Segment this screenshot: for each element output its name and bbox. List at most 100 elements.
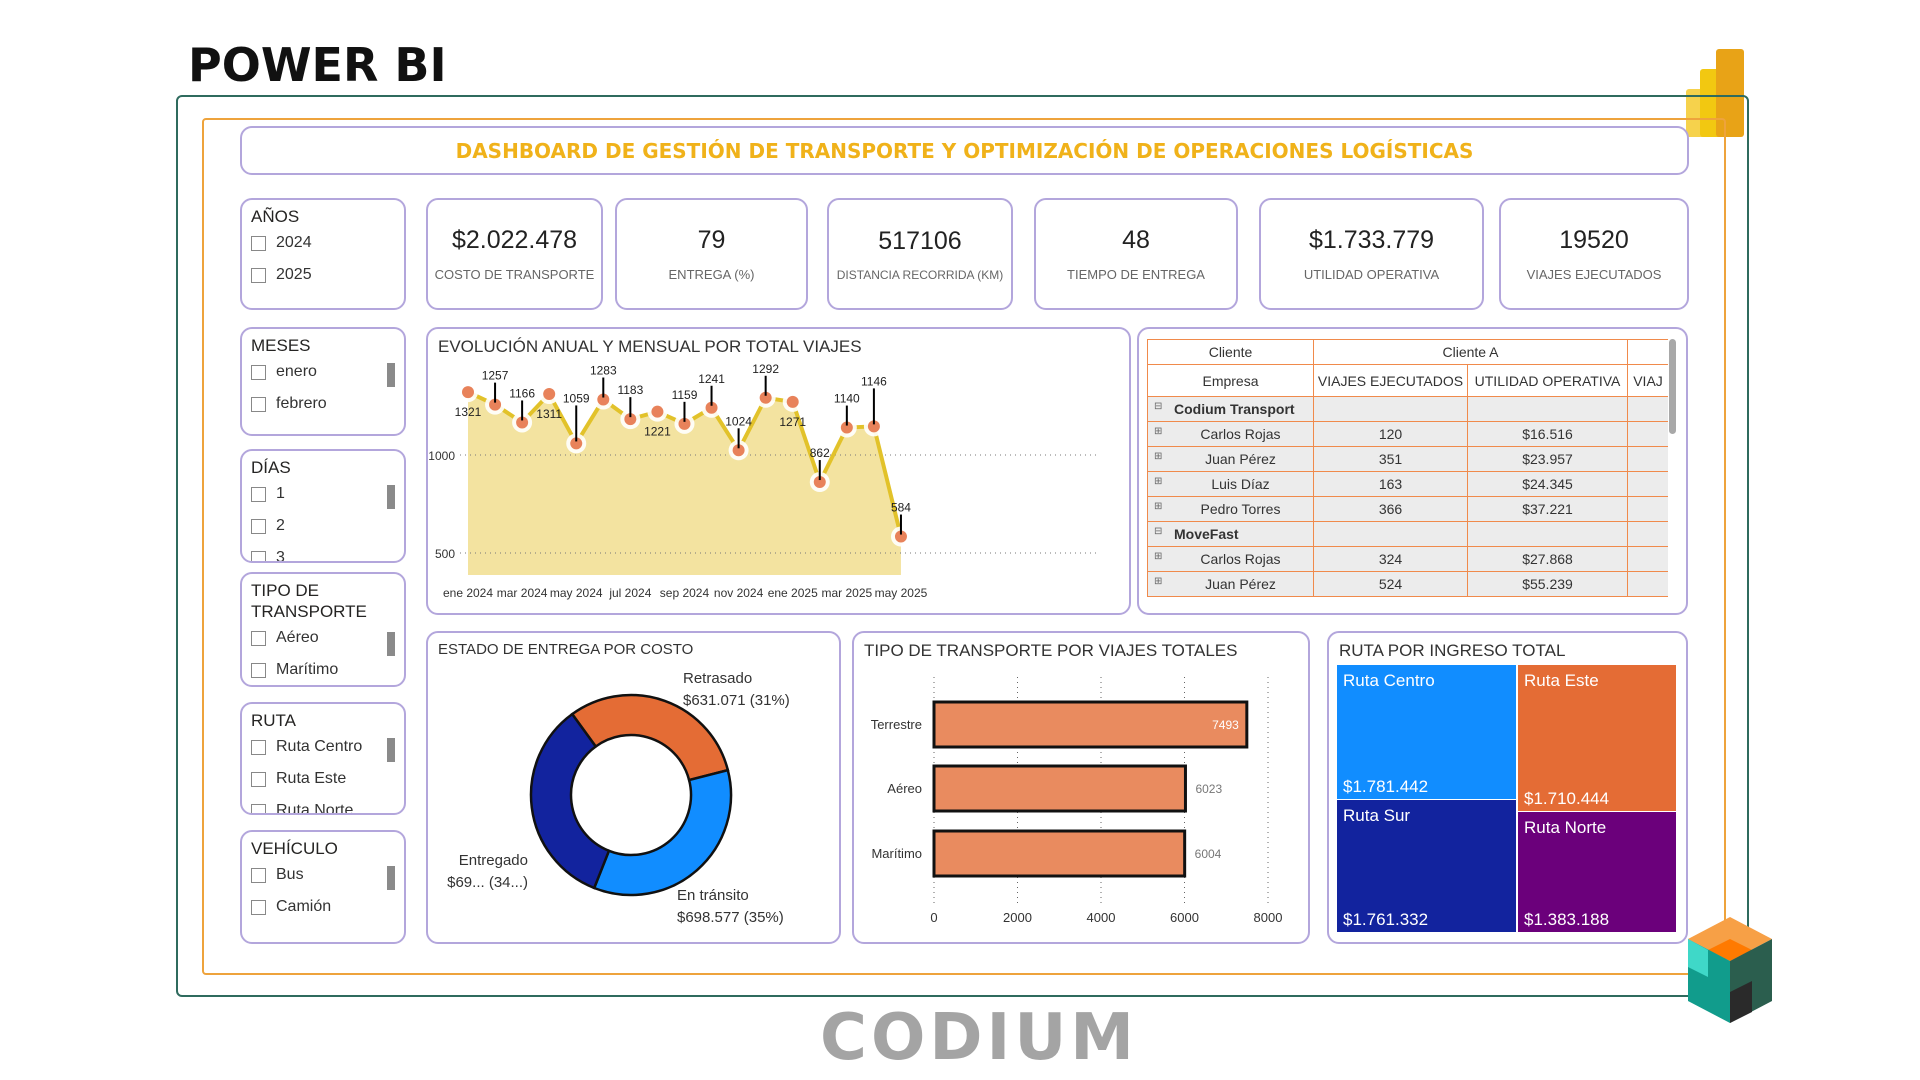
cell bbox=[1627, 496, 1668, 522]
collapse-icon[interactable]: ⊟ bbox=[1154, 526, 1163, 537]
collapse-icon[interactable]: ⊟ bbox=[1154, 401, 1163, 412]
slicer-option[interactable]: 3 bbox=[251, 542, 395, 561]
data-point[interactable] bbox=[489, 398, 502, 411]
treemap-tile[interactable]: Ruta Sur $1.761.332 bbox=[1337, 800, 1516, 932]
checkbox[interactable] bbox=[251, 803, 266, 813]
checkbox[interactable] bbox=[251, 364, 266, 380]
slicer-scrollbar[interactable] bbox=[387, 738, 395, 762]
column-header[interactable]: VIAJ bbox=[1627, 364, 1668, 397]
expand-icon[interactable]: ⊞ bbox=[1154, 426, 1163, 437]
cell bbox=[1627, 571, 1668, 597]
data-point[interactable] bbox=[597, 393, 610, 406]
expand-icon[interactable]: ⊞ bbox=[1154, 476, 1163, 487]
slicer-option-label: Ruta Centro bbox=[276, 738, 363, 755]
y-tick-label: 1000 bbox=[428, 449, 455, 463]
slicer-scrollbar[interactable] bbox=[387, 363, 395, 387]
kpi-value: 19520 bbox=[1559, 226, 1629, 254]
data-point[interactable] bbox=[624, 413, 637, 426]
expand-icon[interactable]: ⊞ bbox=[1154, 551, 1163, 562]
donut-card: ESTADO DE ENTREGA POR COSTO bbox=[426, 631, 841, 944]
data-point[interactable] bbox=[543, 388, 556, 401]
checkbox[interactable] bbox=[251, 867, 266, 883]
row-label: Carlos Rojas bbox=[1200, 551, 1281, 567]
data-point[interactable] bbox=[678, 417, 691, 430]
row-label: Juan Pérez bbox=[1205, 451, 1276, 467]
slicer-scrollbar[interactable] bbox=[387, 632, 395, 656]
checkbox[interactable] bbox=[251, 771, 266, 787]
donut-slice[interactable] bbox=[570, 693, 730, 782]
checkbox[interactable] bbox=[251, 550, 266, 561]
data-point[interactable] bbox=[570, 437, 583, 450]
tile-value: $1.761.332 bbox=[1343, 910, 1429, 929]
checkbox[interactable] bbox=[251, 518, 266, 534]
slicer-scrollbar[interactable] bbox=[387, 485, 395, 509]
data-label: 1024 bbox=[725, 414, 752, 428]
cell-utilidad: $24.345 bbox=[1466, 471, 1629, 497]
slicer-option[interactable]: Bus bbox=[251, 859, 395, 891]
treemap-tile[interactable]: Ruta Centro $1.781.442 bbox=[1337, 665, 1516, 799]
checkbox[interactable] bbox=[251, 739, 266, 755]
kpi-label: ENTREGA (%) bbox=[668, 267, 755, 282]
data-point[interactable] bbox=[894, 530, 907, 543]
checkbox[interactable] bbox=[251, 662, 266, 678]
column-header[interactable]: VIAJES EJECUTADOS bbox=[1313, 364, 1468, 397]
matrix-scrollbar[interactable] bbox=[1669, 339, 1676, 434]
donut-slice[interactable] bbox=[592, 768, 733, 897]
data-point[interactable] bbox=[732, 444, 745, 457]
bar-title: TIPO DE TRANSPORTE POR VIAJES TOTALES bbox=[864, 641, 1238, 660]
data-label: 1166 bbox=[509, 386, 535, 400]
slicer-option[interactable]: Camión bbox=[251, 891, 395, 923]
bar[interactable] bbox=[932, 829, 1187, 878]
slicer-option[interactable]: 2025 bbox=[251, 259, 395, 291]
data-point[interactable] bbox=[651, 405, 664, 418]
slicer-option[interactable]: Marítimo bbox=[251, 654, 395, 685]
slicer-option-label: Camión bbox=[276, 898, 332, 915]
table-row: ⊞ Juan Pérez 351 $23.957 bbox=[1147, 446, 1668, 472]
slicer-scrollbar[interactable] bbox=[387, 866, 395, 890]
data-point[interactable] bbox=[462, 386, 474, 399]
slicer-option[interactable]: 2 bbox=[251, 510, 395, 542]
column-header[interactable]: UTILIDAD OPERATIVA bbox=[1466, 364, 1629, 397]
row-header: ⊟ MoveFast bbox=[1147, 521, 1314, 547]
row-label: Luis Díaz bbox=[1211, 476, 1270, 492]
slicer-option[interactable]: Ruta Norte bbox=[251, 795, 395, 813]
checkbox[interactable] bbox=[251, 235, 266, 251]
column-header[interactable]: Empresa bbox=[1147, 364, 1314, 397]
cell-viajes: 366 bbox=[1313, 496, 1468, 522]
slicer-option[interactable]: febrero bbox=[251, 388, 395, 420]
checkbox[interactable] bbox=[251, 486, 266, 502]
slicer-option[interactable]: 2024 bbox=[251, 227, 395, 259]
app-title: POWER BI bbox=[188, 38, 447, 92]
checkbox[interactable] bbox=[251, 899, 266, 915]
slicer-option[interactable]: Aéreo bbox=[251, 622, 395, 654]
slicer-title: DÍAS bbox=[251, 458, 291, 477]
slicer-title: RUTA bbox=[251, 711, 297, 730]
cell-viajes: 524 bbox=[1313, 571, 1468, 597]
checkbox[interactable] bbox=[251, 630, 266, 646]
data-label: 1283 bbox=[590, 364, 617, 378]
slicer-option[interactable]: 1 bbox=[251, 478, 395, 510]
slice-name: Retrasado bbox=[683, 670, 752, 687]
data-point[interactable] bbox=[867, 420, 880, 433]
bar[interactable] bbox=[932, 700, 1249, 749]
bar[interactable] bbox=[932, 764, 1187, 813]
data-point[interactable] bbox=[759, 391, 772, 404]
treemap-tile[interactable]: Ruta Norte $1.383.188 bbox=[1518, 812, 1676, 932]
data-point[interactable] bbox=[813, 476, 826, 489]
data-point[interactable] bbox=[786, 395, 799, 408]
treemap-tile[interactable]: Ruta Este $1.710.444 bbox=[1518, 665, 1676, 811]
expand-icon[interactable]: ⊞ bbox=[1154, 501, 1163, 512]
slicer-option[interactable]: Ruta Centro bbox=[251, 731, 395, 763]
checkbox[interactable] bbox=[251, 267, 266, 283]
data-point[interactable] bbox=[705, 401, 718, 414]
donut-slice[interactable] bbox=[529, 712, 611, 890]
slicer-option[interactable]: enero bbox=[251, 356, 395, 388]
cell-viajes: 324 bbox=[1313, 546, 1468, 572]
expand-icon[interactable]: ⊞ bbox=[1154, 576, 1163, 587]
slicer-option[interactable]: Ruta Este bbox=[251, 763, 395, 795]
data-point[interactable] bbox=[516, 416, 529, 429]
data-point[interactable] bbox=[840, 421, 853, 434]
expand-icon[interactable]: ⊞ bbox=[1154, 451, 1163, 462]
row-header: ⊞ Juan Pérez bbox=[1147, 446, 1314, 472]
checkbox[interactable] bbox=[251, 396, 266, 412]
